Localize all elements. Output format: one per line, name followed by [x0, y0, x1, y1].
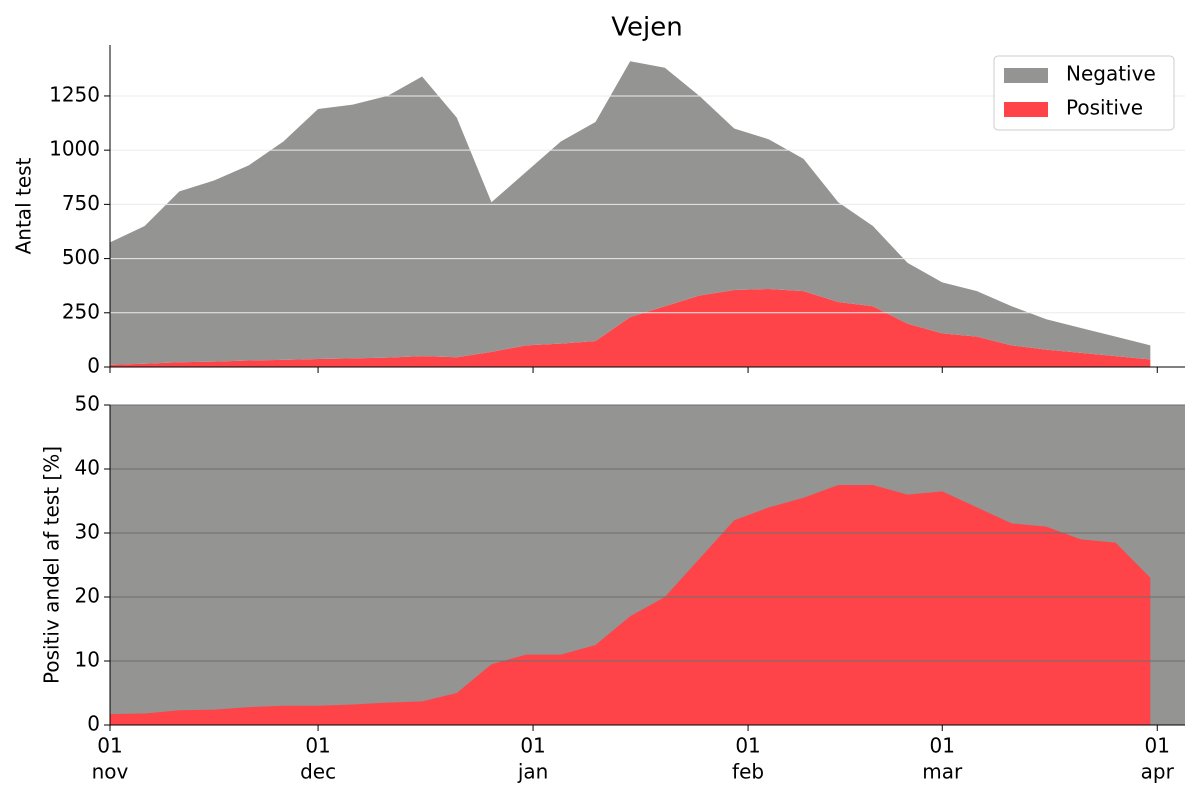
legend-label: Negative — [1066, 62, 1156, 86]
x-tick-label: 01 — [1145, 734, 1170, 758]
area — [110, 61, 1151, 365]
y-tick-label: 10 — [75, 648, 100, 672]
x-tick-label: jan — [517, 760, 549, 784]
area — [110, 288, 1151, 367]
x-tick-label: nov — [92, 760, 129, 784]
y-tick-label: 40 — [75, 456, 100, 480]
y-tick-label: 750 — [62, 191, 100, 215]
y-axis-label: Antal test — [12, 157, 36, 254]
x-tick-label: apr — [1141, 760, 1175, 784]
legend-swatch — [1004, 68, 1048, 83]
x-tick-label: 01 — [930, 734, 955, 758]
y-tick-label: 500 — [62, 245, 100, 269]
x-tick-label: dec — [300, 760, 336, 784]
x-tick-label: 01 — [735, 734, 760, 758]
y-tick-label: 50 — [75, 392, 100, 416]
legend-swatch — [1004, 102, 1048, 117]
area — [110, 485, 1151, 725]
x-tick-label: mar — [922, 760, 963, 784]
plot — [110, 405, 1185, 725]
y-tick-label: 30 — [75, 520, 100, 544]
chart-title: Vejen — [611, 13, 682, 43]
y-axis-label: Positiv andel af test [%] — [40, 446, 64, 684]
y-tick-label: 250 — [62, 299, 100, 323]
y-tick-label: 1000 — [49, 137, 100, 161]
legend-label: Positive — [1066, 96, 1143, 120]
x-tick-label: 01 — [305, 734, 330, 758]
x-tick-label: feb — [732, 760, 764, 784]
y-tick-label: 20 — [75, 584, 100, 608]
y-tick-label: 1250 — [49, 82, 100, 106]
y-tick-label: 0 — [87, 712, 100, 736]
y-tick-label: 0 — [87, 354, 100, 378]
x-tick-label: 01 — [520, 734, 545, 758]
plot — [110, 61, 1151, 367]
x-tick-label: 01 — [97, 734, 122, 758]
